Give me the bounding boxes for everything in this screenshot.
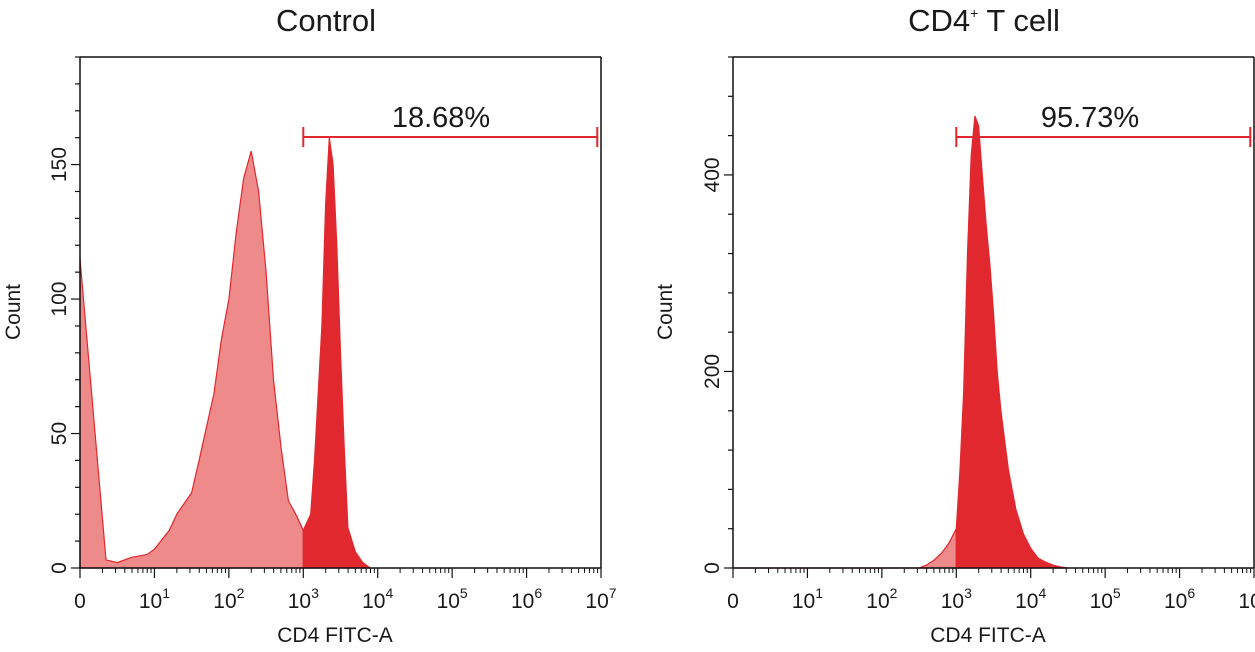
x-tick-label: 104 bbox=[362, 585, 393, 613]
histogram-area-gated bbox=[955, 115, 1068, 569]
y-axis-label: Count bbox=[2, 284, 25, 340]
x-axis-label: CD4 FITC-A bbox=[277, 624, 393, 647]
x-tick-label: 106 bbox=[1164, 585, 1195, 613]
histogram-area-gated bbox=[302, 137, 373, 569]
y-tick-label: 150 bbox=[48, 147, 71, 182]
x-tick-label: 0 bbox=[727, 590, 739, 613]
histogram-marks: 0 200 400 0 101 102 103 104 105 106 107 bbox=[701, 56, 1255, 613]
x-tick-label: 107 bbox=[1238, 585, 1255, 613]
x-tick-label: 101 bbox=[139, 585, 170, 613]
x-tick-label: 102 bbox=[213, 585, 244, 613]
y-axis-label: Count bbox=[654, 284, 677, 340]
y-tick-label: 0 bbox=[48, 562, 71, 574]
y-tick-label: 50 bbox=[48, 422, 71, 445]
x-tick-label: 106 bbox=[511, 585, 542, 613]
y-tick-label: 0 bbox=[701, 562, 724, 574]
y-tick-label: 100 bbox=[48, 282, 71, 317]
histogram-area-ungated bbox=[79, 150, 304, 569]
histogram-area-ungated bbox=[733, 528, 957, 569]
x-tick-label: 0 bbox=[74, 590, 86, 613]
gate-percentage-label: 95.73% bbox=[1041, 102, 1139, 134]
x-axis-label: CD4 FITC-A bbox=[930, 624, 1046, 647]
x-tick-label: 104 bbox=[1015, 585, 1046, 613]
control-panel: Control Count CD4 FITC-A 18.68% 0 50 100 15… bbox=[2, 3, 617, 647]
title-superscript: + bbox=[970, 5, 978, 21]
x-tick-label: 107 bbox=[585, 585, 616, 613]
x-tick-label: 105 bbox=[437, 585, 468, 613]
cd4-t-cell-panel: CD4+ T cell Count CD4 FITC-A 95.73% 0 200… bbox=[654, 3, 1255, 647]
x-tick-label: 105 bbox=[1090, 585, 1121, 613]
y-tick-label: 200 bbox=[701, 354, 724, 389]
x-tick-label: 103 bbox=[288, 585, 319, 613]
title-main: CD4 bbox=[908, 3, 970, 38]
x-tick-label: 102 bbox=[866, 585, 897, 613]
title-rest: T cell bbox=[978, 3, 1060, 38]
chart-title: CD4+ T cell bbox=[908, 3, 1060, 38]
x-tick-label: 103 bbox=[941, 585, 972, 613]
histogram-marks: 0 50 100 150 0 101 102 103 104 105 106 107 bbox=[48, 56, 617, 613]
gate-percentage-label: 18.68% bbox=[392, 102, 490, 134]
y-tick-label: 400 bbox=[701, 157, 724, 192]
x-tick-label: 101 bbox=[792, 585, 823, 613]
chart-title: Control bbox=[276, 3, 376, 38]
